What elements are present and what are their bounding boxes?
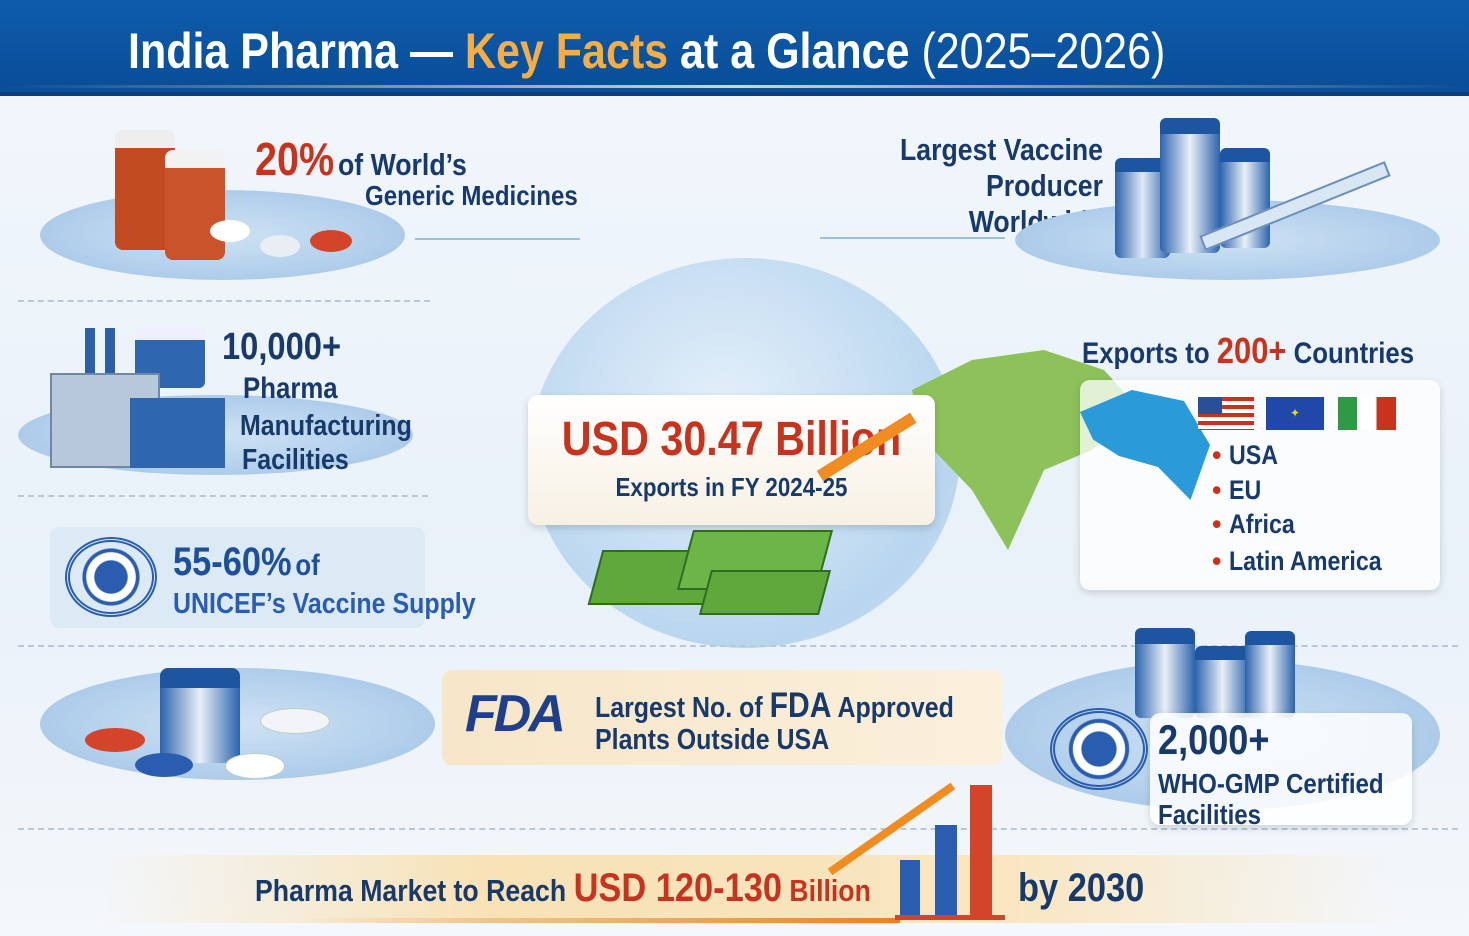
italy-flag-icon [1338, 397, 1396, 430]
eu-flag-icon: ✦ [1266, 397, 1324, 430]
market-banner [100, 855, 1400, 923]
region-item: Latin America [1212, 546, 1407, 577]
fda-logo: FDA [465, 685, 566, 743]
fda-card [442, 670, 1002, 765]
market-text: Pharma Market to Reach USD 120-130 Billi… [255, 866, 871, 910]
exports-label: Exports in FY 2024-25 [615, 472, 848, 502]
who-label-1: WHO-GMP Certified [1158, 768, 1384, 799]
who-card [1150, 713, 1412, 825]
who-count: 2,000+ [1158, 716, 1270, 763]
medicine-bottles-icon [110, 125, 352, 270]
countries-heading: Exports to 200+ Countries [1082, 330, 1415, 371]
market-year: by 2030 [1018, 866, 1145, 910]
region-item: USA [1212, 440, 1286, 471]
who-label-2: Facilities [1158, 799, 1262, 830]
generic-share: 20% of World’s [255, 133, 467, 185]
page-title: India Pharma — Key Facts at a Glance (20… [128, 23, 1166, 79]
factory-icon [50, 328, 225, 473]
header-banner [0, 0, 1469, 96]
un-emblem-icon [65, 537, 157, 617]
region-item: Africa [1212, 509, 1306, 540]
who-emblem-icon [1050, 708, 1148, 790]
unicef-label: UNICEF’s Vaccine Supply [173, 588, 476, 620]
vaccine-vials-syringe-icon [1115, 118, 1395, 268]
vaccine-vials-icon [1135, 628, 1295, 718]
bar-chart-growth-icon [895, 780, 1005, 920]
usa-flag-icon [1198, 397, 1254, 430]
facilities-count: 10,000+ [222, 326, 342, 368]
unicef-share: 55-60% of [173, 540, 320, 584]
region-item: EU [1212, 475, 1267, 506]
pills-bottle-icon [85, 668, 335, 783]
fda-label-2: Plants Outside USA [595, 724, 830, 756]
fda-label-1: Largest No. of FDA Approved [595, 686, 954, 725]
exports-card [528, 395, 935, 525]
facilities-label-3: Facilities [242, 444, 349, 476]
generic-label: Generic Medicines [365, 180, 578, 211]
facilities-label-1: Pharma [243, 372, 338, 405]
money-stack-icon [587, 510, 835, 620]
facilities-label-2: Manufacturing [240, 410, 412, 442]
